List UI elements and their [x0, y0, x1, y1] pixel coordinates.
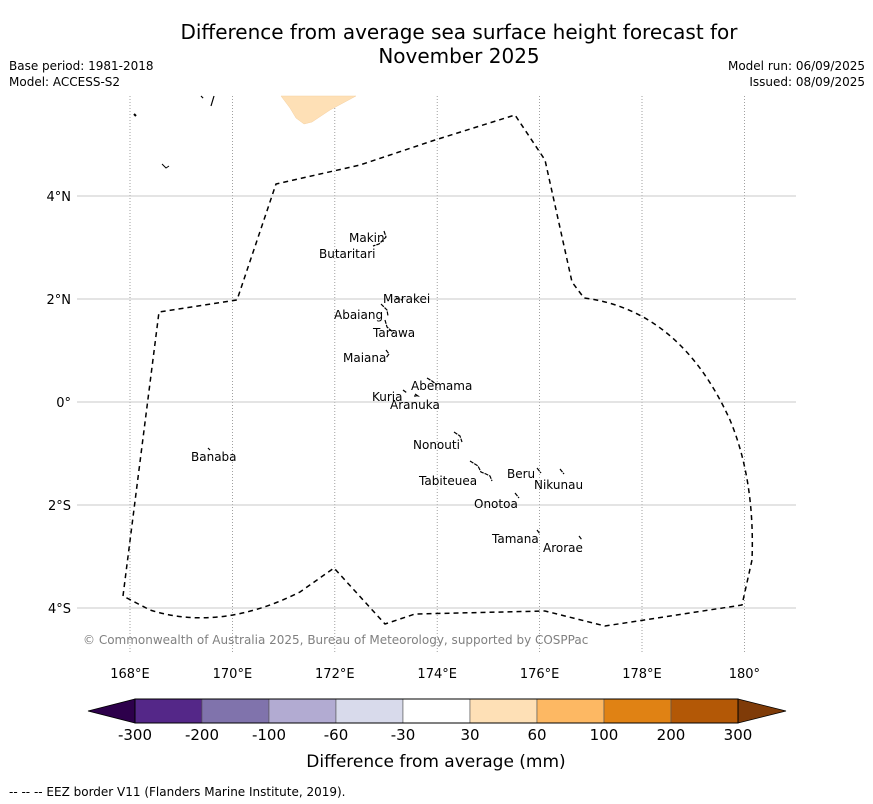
- island-label: Aranuka: [390, 398, 440, 412]
- model-run: Model run: 06/09/2025: [727, 59, 865, 73]
- colorbar-under-triangle: [87, 698, 136, 724]
- island-label: Beru: [507, 467, 535, 481]
- eez-border-fragment: [210, 95, 215, 107]
- lon-tick-label: 170°E: [213, 667, 253, 682]
- island-label: Nonouti: [413, 438, 460, 452]
- colorbar-tick-label: 300: [724, 726, 753, 744]
- copyright-text: © Commonwealth of Australia 2025, Bureau…: [83, 633, 588, 647]
- land-patch: [280, 95, 357, 125]
- colorbar-bin: [670, 698, 739, 724]
- colorbar-bin: [268, 698, 337, 724]
- colorbar-tick-label: -200: [185, 726, 219, 744]
- map-title: Difference from average sea surface heig…: [0, 20, 873, 68]
- longitude-tick-labels: 168°E 170°E 172°E 174°E 176°E 178°E 180°: [110, 667, 760, 682]
- colorbar-over-triangle: [737, 698, 787, 724]
- title-line-1: Difference from average sea surface heig…: [180, 20, 738, 44]
- latitude-tick-labels: 4°N 2°N 0° 2°S 4°S: [47, 190, 72, 617]
- island-label: Abaiang: [334, 308, 383, 322]
- island-label: Arorae: [543, 541, 583, 555]
- colorbar-bin: [134, 698, 203, 724]
- island-label: Tamana: [491, 532, 539, 546]
- island-label: Maiana: [343, 351, 386, 365]
- atoll-outline: [536, 467, 542, 474]
- colorbar-cells: [87, 698, 787, 724]
- atoll-outline: [207, 447, 211, 451]
- colorbar-bin: [536, 698, 605, 724]
- colorbar-bin: [201, 698, 270, 724]
- lon-tick-label: 172°E: [315, 667, 355, 682]
- atoll-outline: [469, 460, 493, 482]
- gridlines: [77, 96, 796, 652]
- lat-tick-label: 0°: [56, 396, 71, 411]
- lat-tick-label: 2°S: [48, 499, 71, 514]
- atoll-outline: [536, 529, 541, 535]
- island-label: Tabiteuea: [418, 474, 477, 488]
- lon-tick-label: 176°E: [520, 667, 560, 682]
- colorbar-bin: [469, 698, 538, 724]
- atoll-outline: [559, 468, 565, 475]
- colorbar-tick-label: 30: [460, 726, 479, 744]
- atoll-outline: [578, 535, 583, 541]
- atoll-outline: [372, 230, 387, 247]
- atoll-outline: [395, 297, 403, 301]
- base-period: Base period: 1981-2018: [9, 59, 154, 73]
- colorbar-bin: [603, 698, 672, 724]
- meta-left: Base period: 1981-2018 Model: ACCESS-S2: [9, 58, 154, 90]
- atoll-outline: [414, 393, 420, 397]
- atoll-outline: [133, 113, 137, 117]
- colorbar-frame: [134, 698, 739, 724]
- island-label: Butaritari: [319, 247, 376, 261]
- colorbar-bin: [335, 698, 404, 724]
- colorbar-bin: [402, 698, 471, 724]
- colorbar-tick-label: -100: [252, 726, 286, 744]
- colorbar-label: Difference from average (mm): [306, 752, 565, 772]
- island-label: Makin: [349, 231, 385, 245]
- eez-note: -- -- -- EEZ border V11 (Flanders Marine…: [9, 785, 346, 799]
- island-label: Tarawa: [372, 326, 415, 340]
- colorbar-ticks: -300 -200 -100 -60 -30 30 60 100 200 300: [118, 726, 752, 744]
- eez-border-fragment: [200, 95, 206, 101]
- island-label: Onotoa: [474, 497, 518, 511]
- island-label: Kuria: [372, 390, 403, 404]
- atoll-outline: [453, 431, 463, 443]
- island-label: Abemama: [411, 379, 472, 393]
- island-label: Banaba: [191, 450, 237, 464]
- atoll-outline: [426, 377, 438, 386]
- lat-tick-label: 4°N: [47, 190, 72, 205]
- lon-tick-label: 180°: [729, 667, 760, 682]
- colorbar-tick-label: -300: [118, 726, 152, 744]
- atoll-outline: [161, 163, 170, 169]
- colorbar-tick-label: -30: [391, 726, 416, 744]
- model-name: Model: ACCESS-S2: [9, 75, 121, 89]
- colorbar-tick-label: 100: [590, 726, 619, 744]
- island-label: Nikunau: [534, 478, 583, 492]
- lon-tick-label: 178°E: [622, 667, 662, 682]
- lat-tick-label: 2°N: [47, 293, 72, 308]
- colorbar-tick-label: 200: [657, 726, 686, 744]
- atoll-outline: [380, 303, 389, 317]
- issued-date: Issued: 08/09/2025: [749, 75, 865, 89]
- colorbar-tick-label: -60: [324, 726, 349, 744]
- lon-tick-label: 168°E: [110, 667, 150, 682]
- lon-tick-label: 174°E: [417, 667, 457, 682]
- title-line-2: November 2025: [378, 44, 540, 68]
- atoll-outline: [514, 492, 520, 499]
- atolls: [207, 230, 583, 541]
- atoll-outline: [402, 389, 408, 394]
- meta-right: Model run: 06/09/2025 Issued: 08/09/2025: [728, 58, 865, 90]
- lat-tick-label: 4°S: [48, 602, 71, 617]
- island-label: Marakei: [383, 292, 430, 306]
- atoll-outline: [385, 349, 390, 359]
- colorbar-tick-label: 60: [527, 726, 546, 744]
- atoll-outline: [384, 319, 395, 334]
